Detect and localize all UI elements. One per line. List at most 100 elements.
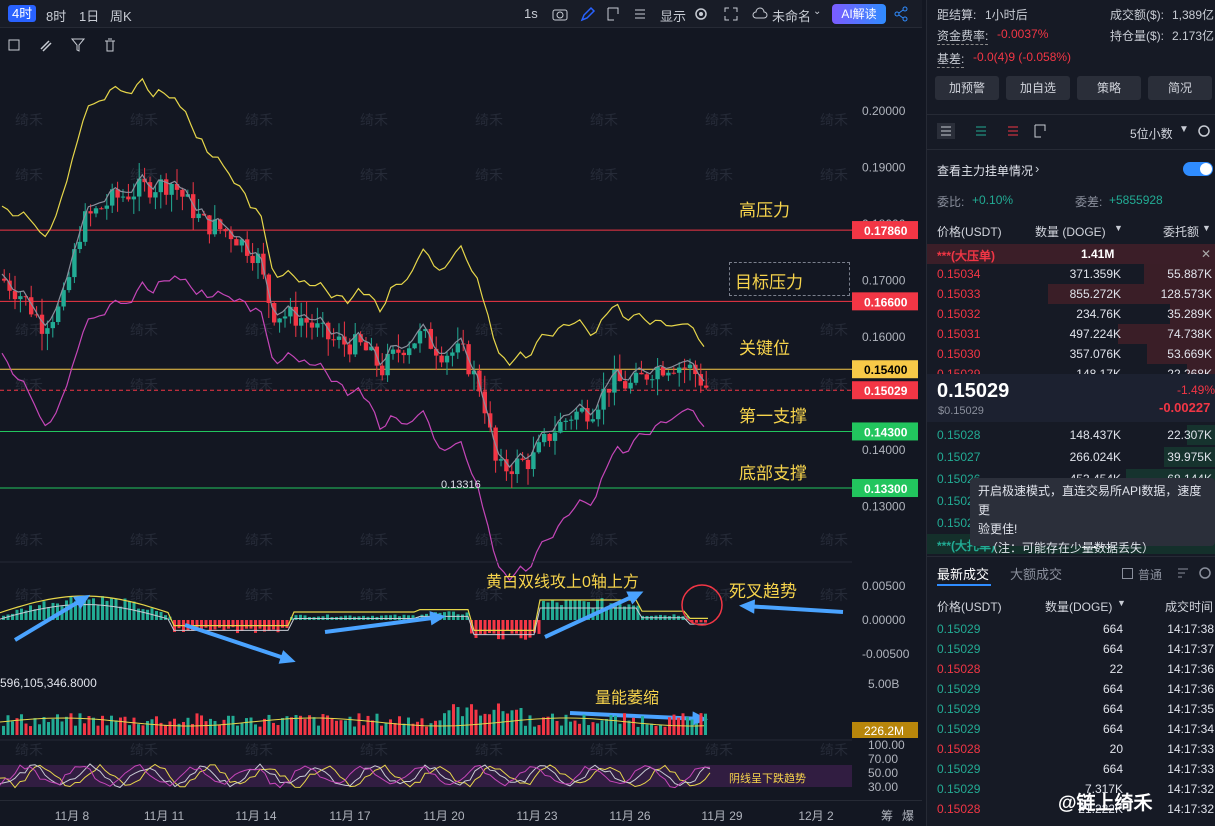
x-label: 11月 8 [54, 809, 90, 823]
ask-qty: 497.224K [1069, 327, 1121, 341]
candle [585, 408, 590, 422]
funding-label: 资金费率: [937, 29, 989, 45]
macd-bar [51, 602, 55, 620]
macd-tick: 0.00500 [862, 579, 906, 593]
volume-bar [101, 715, 104, 735]
ask-row[interactable]: 0.15030 357.076K 53.669K [927, 344, 1215, 364]
trade-price: 0.15028 [937, 742, 981, 756]
volume-bar [663, 726, 667, 735]
bid-row[interactable]: 0.15027 266.024K 39.975K [927, 447, 1215, 467]
volume-bar [321, 714, 325, 735]
candle [293, 306, 298, 326]
decimals-select[interactable]: 5位小数 [1130, 127, 1173, 141]
display-button[interactable]: 显示 [660, 9, 687, 24]
magnet-icon[interactable] [38, 37, 54, 53]
share-icon[interactable] [893, 6, 909, 22]
bid-row[interactable]: 0.15028 148.437K 22.307K [927, 425, 1215, 445]
kdj-tick: 30.00 [868, 780, 898, 794]
chevron-down-icon[interactable]: ⌄ [813, 6, 822, 17]
select-icon[interactable] [606, 6, 622, 22]
candle [515, 458, 520, 475]
filter-lines-icon[interactable] [1176, 566, 1190, 580]
pencil-icon[interactable] [580, 6, 596, 22]
big-ask-row[interactable]: ***(大压单) 1.41M ✕ [927, 244, 1215, 264]
tab-8h[interactable]: 8时 [46, 9, 67, 24]
close-icon[interactable]: ✕ [1201, 247, 1212, 261]
macd-bar [380, 615, 383, 620]
caret-down-icon[interactable]: ▼ [1179, 124, 1189, 135]
macd-bar [605, 606, 608, 620]
volume-bar [677, 717, 680, 735]
macd-bar [56, 603, 59, 620]
layers-icon[interactable] [6, 37, 22, 53]
candle [207, 215, 212, 235]
ask-row[interactable]: 0.15032 234.76K 35.289K [927, 304, 1215, 324]
liquidation-button[interactable]: 爆 [901, 809, 915, 823]
watermark-text: 绮禾 [360, 377, 388, 393]
gear-icon[interactable] [1197, 124, 1211, 138]
list-icon[interactable] [632, 6, 648, 22]
cloud-icon[interactable] [752, 6, 768, 22]
volume-bar [407, 717, 410, 735]
macd-dea-line [0, 595, 708, 631]
volume-bar [29, 726, 32, 735]
macd-bar [411, 615, 415, 620]
overview-button[interactable]: 简况 [1148, 76, 1212, 100]
chips-button[interactable]: 筹 [880, 809, 894, 823]
level-label-bg [852, 292, 918, 311]
filter-icon[interactable] [70, 37, 86, 53]
trade-qty: 22 [1109, 662, 1123, 676]
macd-bar [204, 620, 208, 628]
watermark-text: 绮禾 [590, 587, 618, 603]
volume-bar [69, 713, 73, 735]
add-alert-button[interactable]: 加预警 [935, 76, 999, 100]
candle [50, 322, 55, 329]
level-label: 0.16600 [864, 295, 908, 309]
interval-1s[interactable]: 1s [524, 6, 538, 21]
add-favorite-button[interactable]: 加自选 [1006, 76, 1070, 100]
kdj-line [0, 763, 711, 789]
tab-big-trades[interactable]: 大额成交 [1010, 567, 1063, 582]
bid-qty: 148.437K [1069, 428, 1121, 442]
volume-bar [231, 715, 235, 735]
camera-icon[interactable] [552, 6, 568, 22]
volume-bar [362, 725, 365, 735]
orderbook-bids-icon[interactable] [973, 123, 989, 139]
tab-week[interactable]: 周K [110, 9, 132, 24]
ask-row[interactable]: 0.15031 497.224K 74.738K [927, 324, 1215, 344]
volume-bar [254, 724, 257, 735]
gear-icon[interactable] [693, 6, 709, 22]
strategy-button[interactable]: 策略 [1077, 76, 1141, 100]
gear-icon[interactable] [1198, 566, 1212, 580]
trade-qty: 664 [1102, 622, 1123, 636]
candle [704, 385, 709, 388]
tab-4h[interactable]: 4时 [8, 5, 37, 22]
normal-checkbox[interactable] [1122, 568, 1133, 579]
watermark-text: 绮禾 [360, 532, 388, 548]
candle [201, 213, 207, 216]
volume-bar [227, 715, 230, 735]
candle [579, 408, 585, 412]
macd-bar [254, 620, 257, 633]
main-orders-link[interactable]: 查看主力挂单情况 [937, 164, 1034, 178]
trash-icon[interactable] [102, 37, 118, 53]
orderbook-asks-icon[interactable] [1005, 123, 1021, 139]
depth-icon[interactable] [1033, 123, 1049, 139]
candle [153, 192, 158, 198]
candle [385, 353, 390, 376]
ai-explain-button[interactable]: AI解读 [832, 4, 886, 24]
tab-latest-trades[interactable]: 最新成交 [937, 567, 990, 582]
layout-name[interactable]: 未命名 [772, 9, 812, 24]
tab-1d[interactable]: 1日 [79, 9, 100, 24]
low-price-marker: 0.13316 [441, 479, 481, 491]
main-orders-toggle[interactable] [1183, 162, 1213, 176]
fullscreen-icon[interactable] [723, 6, 739, 22]
orderbook-both-icon[interactable] [937, 123, 955, 139]
volume-bar [483, 713, 487, 735]
ask-price: 0.15030 [937, 347, 981, 361]
ask-row[interactable]: 0.15034 371.359K 55.887K [927, 264, 1215, 284]
trade-price: 0.15028 [937, 802, 981, 816]
ask-row[interactable]: 0.15033 855.272K 128.573K [927, 284, 1215, 304]
watermark-text: 绮禾 [360, 587, 388, 603]
